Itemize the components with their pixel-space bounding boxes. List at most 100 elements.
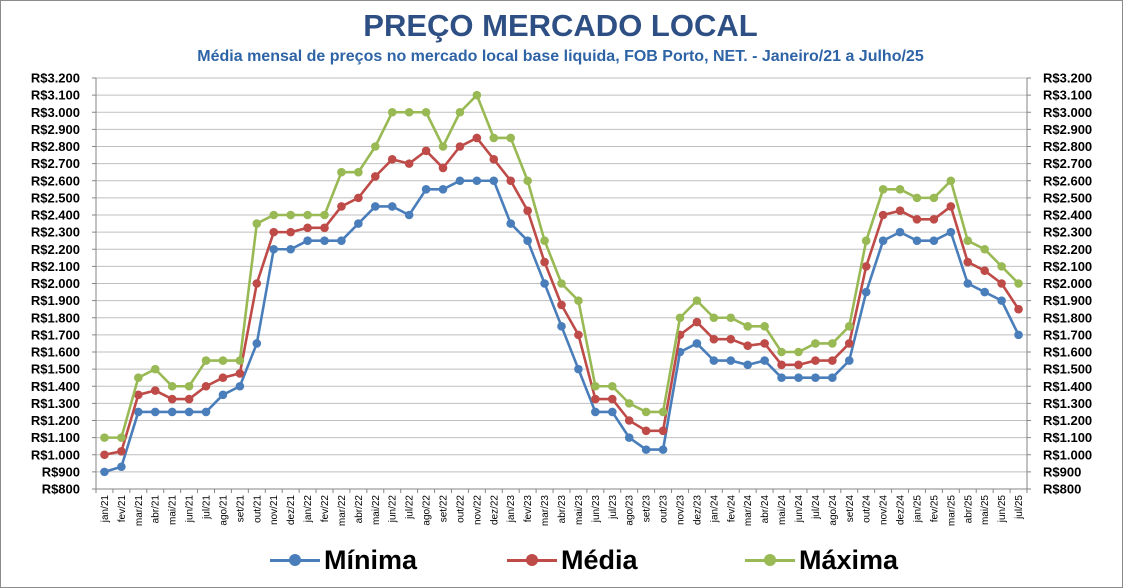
y-tick-label-left: R$2.400 [31, 208, 80, 223]
y-tick-label-left: R$1.000 [31, 447, 80, 462]
data-point-maxima [692, 296, 702, 305]
data-point-maxima [844, 322, 854, 331]
data-point-maxima [303, 210, 312, 220]
data-point-minima [455, 176, 465, 186]
y-tick-label-right: R$1.100 [1043, 430, 1092, 445]
y-tick-label-right: R$1.300 [1043, 396, 1092, 411]
data-point-minima [709, 356, 719, 365]
y-tick-label-left: R$1.700 [31, 327, 80, 342]
data-point-maxima [709, 313, 719, 323]
data-point-media [861, 262, 871, 271]
data-point-minima [150, 407, 160, 417]
data-point-media [371, 172, 380, 181]
x-tick-label: jul/24 [811, 495, 822, 520]
data-point-minima [557, 322, 566, 331]
data-point-media [624, 416, 634, 425]
series-media [100, 133, 1023, 460]
data-point-media [489, 155, 499, 164]
data-point-minima [861, 287, 871, 297]
data-point-minima [624, 433, 634, 442]
x-tick-label: set/23 [642, 495, 653, 523]
x-tick-label: jan/22 [303, 495, 314, 524]
data-point-media [946, 202, 956, 211]
x-tick-label: jun/24 [794, 495, 805, 524]
data-point-maxima [421, 107, 431, 117]
x-tick-label: abr/21 [151, 495, 162, 524]
data-point-maxima [591, 381, 600, 391]
data-point-media [912, 214, 922, 224]
gridlines [96, 77, 1027, 490]
y-tick-label-left: R$3.100 [31, 88, 80, 103]
x-tick-label: jul/23 [608, 495, 619, 520]
x-tick-label: dez/23 [692, 495, 703, 525]
y-tick-label-right: R$3.200 [1043, 71, 1092, 86]
data-point-maxima [506, 133, 516, 143]
data-point-maxima [134, 373, 143, 382]
data-point-media [963, 257, 973, 267]
data-point-minima [692, 339, 702, 348]
data-point-minima [540, 279, 549, 288]
x-tick-label: jun/21 [185, 495, 196, 524]
y-tick-label-right: R$1.900 [1043, 293, 1092, 308]
data-point-minima [777, 373, 786, 382]
y-tick-label-right: R$1.500 [1043, 362, 1092, 377]
y-tick-label-right: R$1.800 [1043, 310, 1092, 325]
legend-item-media: Média [507, 538, 638, 582]
data-point-minima [269, 244, 279, 254]
data-point-media [658, 426, 668, 436]
legend-swatch-minima [270, 550, 320, 570]
y-tick-label-left: R$1.800 [31, 310, 80, 325]
x-tick-label: set/21 [235, 495, 246, 523]
x-tick-label: out/24 [862, 495, 873, 523]
y-tick-label-right: R$800 [1043, 482, 1081, 497]
data-point-maxima [455, 107, 465, 117]
data-point-minima [844, 356, 854, 365]
data-point-minima [167, 407, 177, 417]
data-point-minima [760, 356, 769, 365]
data-point-media [506, 176, 516, 186]
y-tick-label-left: R$2.000 [31, 276, 80, 291]
data-point-maxima [438, 142, 448, 151]
data-point-maxima [828, 339, 837, 348]
data-point-media [337, 202, 346, 211]
data-point-minima [134, 407, 143, 417]
data-point-maxima [557, 279, 566, 288]
data-point-media [591, 394, 600, 404]
data-point-media [252, 279, 262, 288]
data-point-media [777, 360, 786, 370]
data-point-minima [117, 462, 126, 472]
data-point-maxima [658, 407, 668, 417]
data-point-maxima [997, 262, 1006, 271]
data-point-minima [337, 236, 346, 245]
data-point-maxima [743, 322, 752, 331]
data-point-maxima [371, 142, 380, 151]
y-tick-label-left: R$2.800 [31, 139, 80, 154]
data-point-minima [1014, 330, 1023, 340]
y-tick-label-right: R$2.500 [1043, 190, 1092, 205]
x-tick-label: nov/22 [472, 495, 483, 525]
data-point-maxima [337, 167, 346, 177]
data-point-maxima [523, 176, 532, 186]
x-axis: jan/21 fev/21 mar/21 abr/21 mai/21 jun/21 jul/… [95, 488, 1028, 526]
data-point-minima [421, 185, 431, 194]
y-tick-label-left: R$1.200 [31, 413, 80, 428]
y-tick-label-left: R$2.200 [31, 242, 80, 257]
data-point-maxima [760, 322, 769, 331]
data-point-maxima [252, 219, 262, 228]
data-point-media [692, 317, 702, 327]
data-point-minima [912, 236, 922, 245]
data-point-minima [387, 202, 397, 211]
data-point-maxima [354, 167, 363, 177]
y-tick-label-left: R$1.100 [31, 430, 80, 445]
data-point-media [134, 390, 143, 400]
data-point-maxima [912, 193, 922, 203]
x-tick-label: jun/23 [591, 495, 602, 524]
x-tick-label: nov/23 [675, 495, 686, 525]
x-tick-label: nov/24 [879, 495, 890, 525]
y-tick-label-left: R$2.500 [31, 190, 80, 205]
chart-title: PREÇO MERCADO LOCAL [363, 8, 758, 43]
data-point-maxima [1014, 279, 1023, 288]
data-point-maxima [184, 381, 194, 391]
x-tick-label: jul/22 [405, 495, 416, 520]
